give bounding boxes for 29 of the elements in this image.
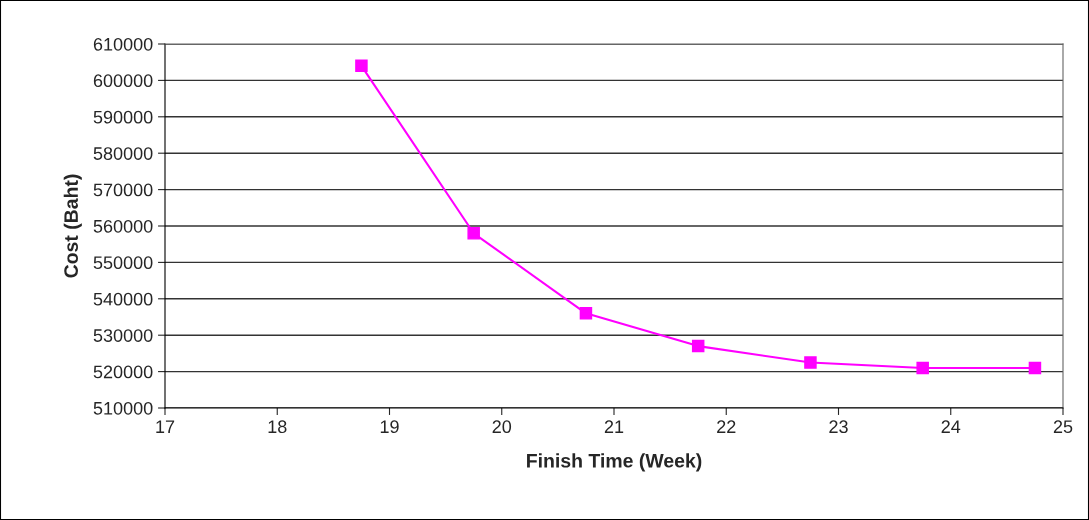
- y-tick-label: 510000: [93, 401, 153, 415]
- x-tick-label: 25: [1053, 420, 1073, 434]
- point: [804, 356, 817, 369]
- y-tick-label: 530000: [93, 329, 153, 342]
- point: [579, 307, 593, 320]
- x-tick-label: 23: [829, 420, 848, 434]
- x-tick-label: 18: [268, 420, 287, 434]
- x-tick-label: 24: [941, 420, 961, 433]
- y-tick-label: 610000: [93, 37, 153, 51]
- y-tick-label: 580000: [93, 147, 153, 160]
- point: [355, 59, 368, 73]
- y-tick-label: 540000: [93, 292, 153, 306]
- x-tick-label: 20: [492, 420, 512, 434]
- x-tick-label: 22: [717, 420, 736, 433]
- point: [467, 227, 480, 240]
- y-tick-label: 590000: [93, 110, 153, 124]
- point: [691, 339, 705, 353]
- x-tick-label: 21: [604, 420, 624, 433]
- x-tick-label: 17: [156, 420, 175, 433]
- y-tick-label: 550000: [93, 256, 153, 270]
- y-tick-label: 520000: [93, 365, 153, 379]
- y-tick-label: 600000: [93, 74, 153, 88]
- point: [1028, 361, 1042, 375]
- y-tick-label: 560000: [93, 219, 153, 233]
- y-axis-title: Cost (Baht): [63, 174, 82, 278]
- x-tick-label: 19: [380, 420, 399, 434]
- point: [916, 361, 929, 375]
- x-axis-title: Finish Time (Week): [527, 453, 702, 472]
- y-tick-label: 570000: [93, 183, 153, 197]
